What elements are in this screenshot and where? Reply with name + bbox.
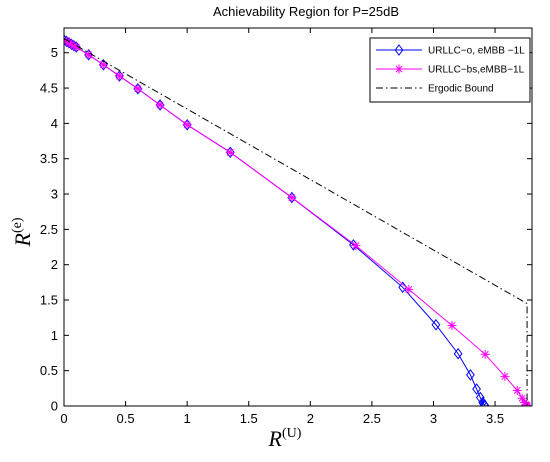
series-line <box>64 38 528 406</box>
data-point <box>114 71 124 81</box>
x-tick-label: 0.5 <box>117 411 135 426</box>
data-point <box>69 41 79 51</box>
chart-title: Achievability Region for P=25dB <box>213 4 399 19</box>
series-1 <box>64 35 532 406</box>
y-tick-label: 5 <box>51 45 58 60</box>
data-point <box>182 120 192 130</box>
x-axis-label: R(U) <box>268 426 302 451</box>
x-tick-label: 0 <box>60 411 67 426</box>
plot-series-group <box>64 34 532 406</box>
y-axis-label: R(e) <box>10 217 35 247</box>
y-tick-label: 0.5 <box>40 363 58 378</box>
legend: URLLC−o, eMBB −1L URLLC−bs,eMBB−1L Ergodic… <box>369 37 531 103</box>
legend-label: URLLC−o, eMBB −1L <box>428 46 525 57</box>
y-tick-label: 4 <box>51 116 58 131</box>
y-axis-label-base: R <box>10 233 35 248</box>
data-point <box>453 347 463 360</box>
plot-area <box>64 34 532 406</box>
x-tick-label: 3.5 <box>486 411 504 426</box>
y-tick-label: 4.5 <box>40 81 58 96</box>
series-2 <box>64 38 528 406</box>
y-tick-label: 2 <box>51 257 58 272</box>
data-point <box>480 400 490 406</box>
legend-label: URLLC−bs,eMBB−1L <box>428 65 525 76</box>
y-axis-label-sup: (e) <box>10 217 25 233</box>
x-tick-label: 2 <box>307 411 314 426</box>
data-point <box>71 42 81 52</box>
axes: 0 0.5 1 1.5 2 2.5 3 3.5 0 0.5 1 1.5 2 2.5 3 3.5 4 4.5 5 <box>40 27 533 426</box>
y-tick-label: 2.5 <box>40 222 58 237</box>
data-point <box>133 84 143 94</box>
legend-label: Ergodic Bound <box>428 84 494 95</box>
data-point <box>517 393 527 403</box>
data-point <box>225 147 235 157</box>
data-point <box>520 397 530 406</box>
legend-entry: URLLC−bs,eMBB−1L <box>376 64 525 76</box>
data-point <box>351 241 361 251</box>
data-point <box>480 349 490 359</box>
data-point <box>64 38 74 48</box>
y-tick-label: 3 <box>51 187 58 202</box>
x-tick-label: 2.5 <box>363 411 381 426</box>
y-tick-label: 1 <box>51 328 58 343</box>
data-point <box>84 50 94 60</box>
data-point <box>447 320 457 330</box>
x-axis-label-base: R <box>268 426 283 451</box>
data-point <box>475 391 485 404</box>
x-tick-label: 3 <box>430 411 437 426</box>
data-point <box>500 371 510 381</box>
legend-entry: URLLC−o, eMBB −1L <box>376 44 525 57</box>
legend-entry: Ergodic Bound <box>376 84 494 95</box>
y-tick-label: 3.5 <box>40 151 58 166</box>
data-point <box>466 369 475 381</box>
data-point <box>287 193 297 203</box>
x-axis-label-sup: (U) <box>282 426 302 441</box>
data-point <box>64 36 71 46</box>
data-point <box>155 100 165 110</box>
legend-marker <box>394 64 404 74</box>
data-point <box>431 318 441 331</box>
data-point <box>398 281 408 294</box>
axes-frame <box>63 27 533 407</box>
y-tick-label: 0 <box>51 399 58 414</box>
data-point <box>472 383 481 395</box>
data-point <box>66 39 76 49</box>
data-point <box>512 385 522 395</box>
legend-marker <box>394 44 404 56</box>
y-tick-label: 1.5 <box>40 293 58 308</box>
x-tick-label: 1 <box>184 411 191 426</box>
data-point <box>404 284 414 294</box>
data-point <box>98 60 108 70</box>
x-tick-label: 1.5 <box>240 411 258 426</box>
